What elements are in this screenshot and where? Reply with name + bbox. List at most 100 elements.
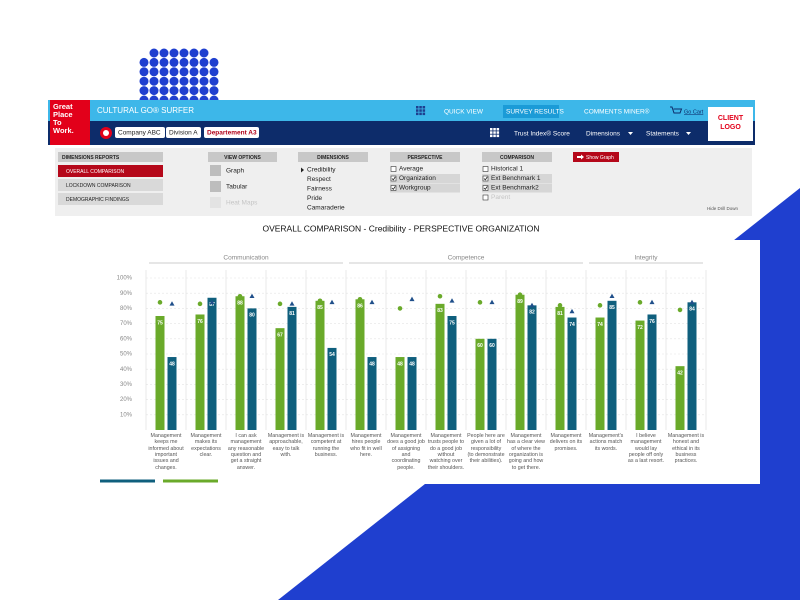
report-tab-text[interactable]: LOCKDOWN COMPARISON [66,183,131,189]
benchmark-marker [169,301,175,306]
caret [686,132,691,135]
sub-nav-item[interactable]: Statements [646,131,680,138]
dimension-item[interactable]: Camaraderie [307,205,345,212]
decor-dot [199,48,209,58]
sub-nav-item[interactable]: Dimensions [586,131,621,138]
value-label: 67 [277,332,283,338]
x-tick-label: Management's actions match its words. [588,433,624,452]
checkbox[interactable] [390,166,397,172]
logo-text: Work. [53,126,74,135]
view-icon[interactable] [210,165,221,176]
bar [487,338,497,430]
grid-icon [416,109,419,112]
value-label: 60 [477,343,483,349]
decor-dot [149,48,159,58]
breadcrumb[interactable] [204,127,259,138]
dimension-item[interactable]: Pride [307,195,323,202]
value-label: 81 [289,311,295,317]
decor-dot [149,67,159,77]
grid-icon [419,109,422,112]
benchmark-marker [237,293,243,299]
breadcrumb-text[interactable]: Company ABC [118,130,161,137]
checkbox[interactable] [482,194,489,201]
show-graph-button[interactable] [573,152,619,162]
hide-drill-down[interactable]: Hide Drill Down [707,206,739,211]
grid-icon [493,134,496,138]
bar [407,357,417,430]
grid-icon [416,112,419,116]
dimension-item[interactable]: Fairness [307,186,333,193]
benchmark-marker [557,303,563,308]
checkbox[interactable] [390,175,397,182]
report-tab[interactable] [58,193,163,205]
decor-dot [159,48,169,58]
value-label: 54 [329,352,335,358]
breadcrumb-text[interactable]: Departement A3 [207,130,257,137]
checkbox[interactable] [482,166,489,172]
decor-dot [149,76,159,86]
value-label: 42 [677,370,683,376]
view-option[interactable]: Graph [226,168,244,175]
view-icon[interactable] [210,181,221,192]
checked-row [482,174,552,183]
y-tick-label: 50% [120,352,133,358]
nav-item[interactable]: SURVEY RESULTS [506,109,564,116]
value-label: 80 [249,313,255,319]
checked-row [390,174,460,183]
checkbox-label[interactable]: Average [399,166,423,173]
x-tick-label: Management makes its expectations clear. [190,433,222,459]
sub-nav-item[interactable]: Trust Index® Score [514,130,570,138]
bar [527,305,537,430]
dimension-item[interactable]: Credibility [307,167,336,174]
view-icon[interactable] [210,197,221,208]
view-option[interactable]: Tabular [226,184,248,191]
bar [315,300,325,430]
nav-item[interactable]: COMMENTS MINER® [584,108,650,116]
show-graph-text[interactable]: Show Graph [586,155,614,161]
checkbox[interactable] [390,185,397,191]
checkbox-label[interactable]: Ext Benchmark 1 [491,175,541,182]
value-label: 48 [409,361,415,367]
checkbox[interactable] [482,175,489,182]
checkbox-label[interactable]: Historical 1 [491,166,524,173]
benchmark-marker [609,293,615,299]
checkbox-label[interactable]: Parent [491,194,510,201]
benchmark-marker [197,301,203,307]
view-option[interactable]: Heat Maps [226,200,258,207]
checkbox-label[interactable]: Ext Benchmark2 [491,185,539,192]
bar [687,302,697,430]
logo-text: To [53,118,62,127]
decor-dot [169,48,179,58]
value-label: 84 [689,307,695,313]
grid-icon [422,112,426,116]
benchmark-marker [329,299,335,305]
breadcrumb-text[interactable]: Division A [169,130,198,137]
breadcrumb[interactable] [115,127,165,138]
decor-dot [179,48,189,58]
nav-item[interactable]: QUICK VIEW [444,109,484,116]
benchmark-marker [209,299,215,305]
decor-dot [169,57,179,67]
group-label: Communication [223,255,269,262]
decor-dot [139,67,149,77]
grid-icon [416,106,419,109]
report-tab-text[interactable]: OVERALL COMPARISON [66,169,124,175]
cart-link[interactable]: Go Cart [684,109,704,115]
checked-row [482,183,552,193]
dimension-item[interactable]: Respect [307,176,331,183]
report-tab[interactable] [58,179,163,191]
x-tick-label: Management trusts people to do a good jo… [427,433,465,471]
checkbox-label[interactable]: Workgroup [399,185,431,192]
grid-icon [493,131,496,134]
logo [50,100,90,145]
group-label: Integrity [634,255,658,262]
report-tab-text[interactable]: DEMOGRAPHIC FINDINGS [66,197,130,203]
value-label: 88 [237,301,243,307]
checkbox-label[interactable]: Organization [399,175,436,182]
value-label: 87 [209,302,215,308]
breadcrumb[interactable] [166,127,201,138]
bar [287,306,297,430]
report-tab[interactable] [58,165,163,177]
decor-dot [209,76,219,86]
checkbox[interactable] [482,185,489,191]
